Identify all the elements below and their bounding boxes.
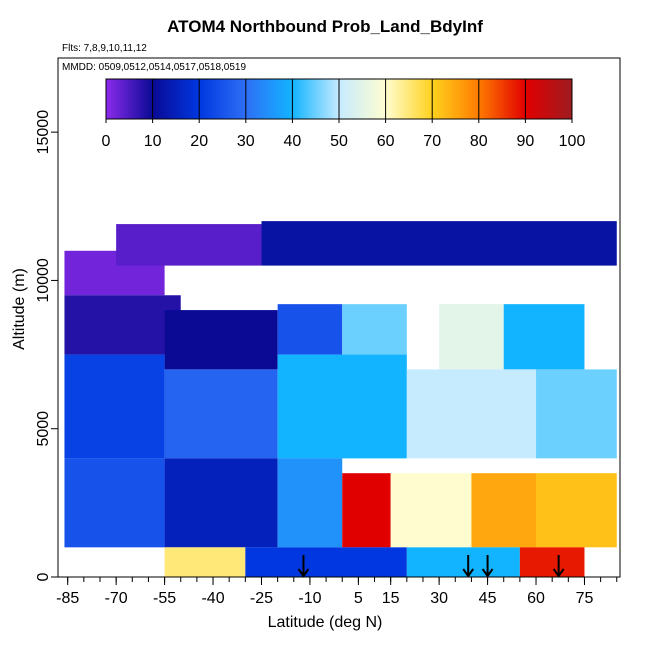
x-tick-label: -55 xyxy=(153,590,176,607)
colorbar-tick-label: 90 xyxy=(517,133,535,150)
flights-note: Flts: 7,8,9,10,11,12 xyxy=(62,43,147,54)
x-tick-label: 45 xyxy=(479,590,497,607)
heat-region-16 xyxy=(164,458,278,548)
colorbar-tick-label: 40 xyxy=(284,133,302,150)
x-axis-title: Latitude (deg N) xyxy=(267,614,383,631)
heat-region-23 xyxy=(245,547,407,577)
arrow-markers xyxy=(297,555,565,578)
arrow-head xyxy=(552,568,565,578)
y-tick-label: 10000 xyxy=(35,258,52,303)
heat-region-7 xyxy=(342,304,407,355)
heat-region-18 xyxy=(342,473,391,548)
chart-title: ATOM4 Northbound Prob_Land_BdyInf xyxy=(167,17,483,36)
heat-region-15 xyxy=(64,458,165,548)
heat-region-19 xyxy=(390,473,472,548)
colorbar-tick-label: 30 xyxy=(237,133,255,150)
colorbar-tick-label: 50 xyxy=(330,133,348,150)
x-tick-label: 15 xyxy=(382,590,400,607)
heat-region-2 xyxy=(116,224,262,266)
heat-region-12 xyxy=(277,354,407,459)
heat-region-17 xyxy=(277,458,343,548)
x-tick-label: 60 xyxy=(527,590,545,607)
heat-region-13 xyxy=(406,369,537,459)
colorbar-tick-label: 20 xyxy=(190,133,208,150)
heat-region-5 xyxy=(164,310,278,370)
heat-region-25 xyxy=(519,547,585,577)
colorbar-tick-label: 100 xyxy=(559,133,586,150)
heat-region-3 xyxy=(261,221,617,266)
heat-region-8 xyxy=(439,304,504,370)
arrow-head xyxy=(297,568,310,578)
colorbar: 0 10 20 30 40 50 60 70 80 90 100 xyxy=(102,78,586,150)
heatmap-layer xyxy=(64,221,617,577)
x-tick-label: -40 xyxy=(201,590,224,607)
x-tick-label: -85 xyxy=(56,590,79,607)
colorbar-tick-label: 70 xyxy=(423,133,441,150)
heat-region-20 xyxy=(471,473,537,548)
x-tick-label: -10 xyxy=(298,590,321,607)
x-tick-label: -25 xyxy=(250,590,273,607)
arrow-head xyxy=(481,568,494,578)
y-tick-label: 15000 xyxy=(35,110,52,155)
y-axis: 0 5000 10000 15000 xyxy=(35,110,58,581)
x-tick-label: 75 xyxy=(576,590,594,607)
dates-note: MMDD: 0509,0512,0514,0517,0518,0519 xyxy=(62,62,247,73)
y-axis-title: Altitude (m) xyxy=(11,268,28,350)
plot-frame xyxy=(57,57,621,578)
colorbar-tick-label: 0 xyxy=(102,133,111,150)
colorbar-tick-label: 80 xyxy=(470,133,488,150)
heat-region-6 xyxy=(277,304,343,355)
heat-region-4 xyxy=(64,295,181,355)
x-tick-label: 5 xyxy=(354,590,363,607)
y-tick-label: 5000 xyxy=(35,411,52,447)
heat-region-22 xyxy=(164,547,246,577)
y-tick-label: 0 xyxy=(35,572,52,581)
x-tick-label: -70 xyxy=(105,590,128,607)
heat-region-24 xyxy=(406,547,520,577)
heat-region-9 xyxy=(503,304,585,370)
heat-region-14 xyxy=(536,369,617,459)
x-tick-label: 30 xyxy=(430,590,448,607)
colorbar-tick-label: 10 xyxy=(144,133,162,150)
arrow-head xyxy=(462,568,475,578)
heat-region-11 xyxy=(164,369,278,459)
colorbar-tick-label: 60 xyxy=(377,133,395,150)
heat-region-21 xyxy=(536,473,617,548)
heat-region-10 xyxy=(64,354,165,459)
x-axis: -85 -70 -55 -40 -25 -10 5 15 30 45 60 75 xyxy=(56,577,618,607)
